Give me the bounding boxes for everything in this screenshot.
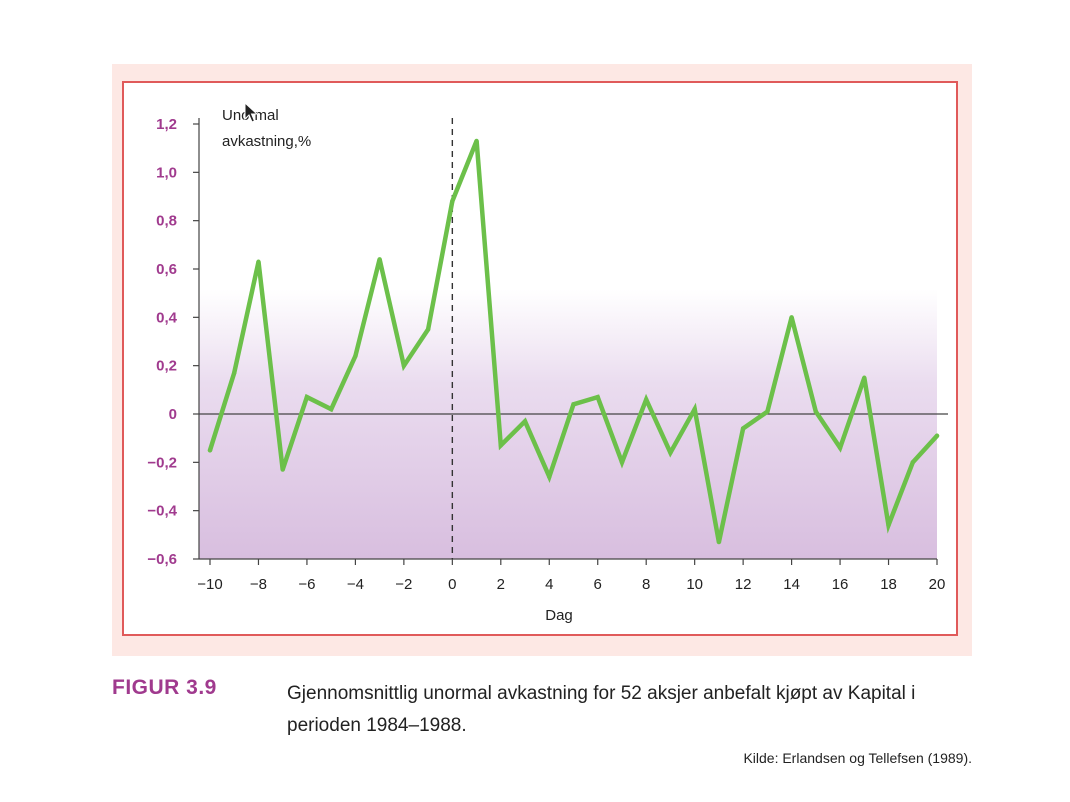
x-tick-label: 18 [880,576,897,593]
data-point [304,394,310,400]
x-tick-label: 20 [929,576,946,593]
data-point [256,259,261,264]
y-tick-label: −0,2 [147,454,177,471]
x-tick-label: 2 [497,576,505,593]
figure-panel: 1,2 1,0 0,8 0,6 0,4 0,2 0 −0,2 −0,4 −0,6 −10 −8 −6 −… [112,64,972,656]
x-tick-label: 12 [735,576,752,593]
y-tick-label: 1,2 [156,116,177,133]
source-note: Kilde: Erlandsen og Tellefsen (1989). [743,750,972,766]
data-point [595,394,600,400]
data-point [910,460,915,465]
data-point [207,448,213,453]
x-tick-label: 6 [594,576,602,593]
figure-caption: Gjennomsnittlig unormal avkastning for 5… [287,683,916,736]
line-chart: 1,2 1,0 0,8 0,6 0,4 0,2 0 −0,2 −0,4 −0,6 −10 −8 −6 −… [122,81,958,636]
x-tick-label: −4 [347,576,364,593]
data-point [328,406,334,412]
data-point [377,257,382,262]
data-point [862,375,867,380]
y-tick-label: 0,2 [156,358,177,375]
data-point [353,353,358,359]
data-point [280,467,285,472]
data-point [692,406,697,412]
data-point [571,402,576,407]
y-tick-label: 1,0 [156,164,177,181]
x-tick-label: −8 [250,576,267,593]
data-point [425,327,431,332]
mouse-cursor-icon [244,102,259,123]
data-point [644,397,649,402]
data-point [522,419,528,424]
x-tick-label: 14 [783,576,800,593]
data-point [886,522,891,528]
y-tick-label: −0,4 [147,503,177,520]
x-axis-title: Dag [545,607,573,624]
data-point [619,460,625,465]
y-tick-label: 0 [169,406,177,423]
x-tick-label: −6 [298,576,315,593]
data-point [813,409,819,414]
x-tick-label: −2 [395,576,412,593]
data-point [837,445,843,451]
x-tick-label: 0 [448,576,456,593]
data-point [474,138,479,144]
data-point [789,315,794,320]
y-axis-title-line-2: avkastning,% [222,133,311,150]
y-tick-label: 0,8 [156,213,177,230]
x-tick-label: 16 [832,576,849,593]
data-point [401,363,407,368]
y-tick-label: −0,6 [147,551,177,568]
x-tick-label: −10 [197,576,222,593]
data-point [740,426,746,431]
y-tick-label: 0,4 [156,309,178,326]
data-point [450,199,455,204]
data-point [668,450,673,455]
x-tick-label: 10 [686,576,703,593]
data-point [232,370,237,376]
figure-label: FIGUR 3.9 [112,676,217,699]
y-tick-label: 0,6 [156,261,177,278]
x-tick-label: 4 [545,576,553,593]
data-point [765,409,770,414]
data-point [498,443,503,448]
data-point [716,539,722,545]
data-point [547,474,552,480]
x-tick-label: 8 [642,576,650,593]
data-point [934,433,940,438]
